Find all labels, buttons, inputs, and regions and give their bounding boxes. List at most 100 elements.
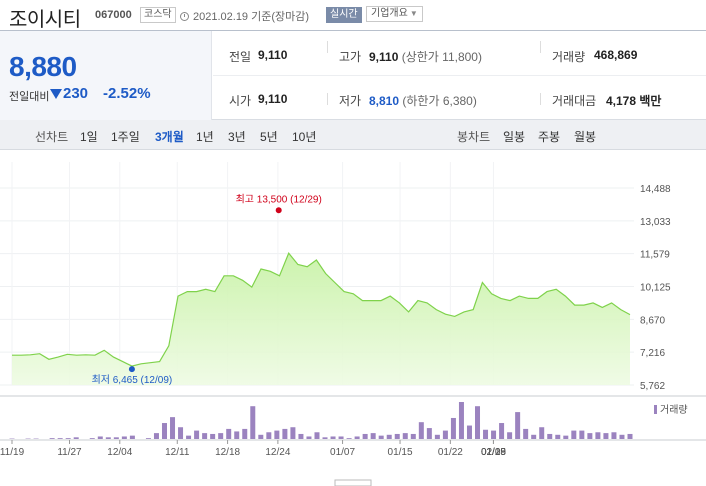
amount-label: 거래대금 <box>552 94 597 108</box>
volume-bar <box>250 406 256 439</box>
price-line <box>12 252 631 367</box>
y-tick-label: 5,762 <box>640 381 665 392</box>
chevron-down-icon: ▼ <box>409 9 418 18</box>
divider <box>327 93 328 105</box>
volume-bar <box>547 433 553 439</box>
volume-bar <box>49 438 55 439</box>
x-tick-label: 02/18 <box>481 447 506 458</box>
period-1w[interactable]: 1주일 <box>111 130 140 144</box>
market-badge: 코스닥 <box>140 7 176 23</box>
volume-bar <box>450 417 456 439</box>
amount-value: 4,178 백만 <box>606 94 662 108</box>
low-label: 저가 <box>339 94 362 108</box>
x-tick-label: 12/18 <box>215 447 240 458</box>
x-tick-label: 12/11 <box>165 447 190 458</box>
candle-daily[interactable]: 일봉 <box>503 130 526 144</box>
volume-bar <box>105 437 111 439</box>
volume-bar <box>218 433 224 439</box>
max-annotation: 최고 13,500 (12/29) <box>236 193 322 205</box>
volume-bar <box>402 433 408 439</box>
volume-bar <box>210 433 216 439</box>
y-tick-label: 8,670 <box>640 315 665 326</box>
change-percent: -2.52% <box>103 85 151 102</box>
price-box: 8,880 전일대비 230 -2.52% <box>0 31 212 120</box>
volume-bar <box>475 406 481 439</box>
scroll-handle <box>334 479 372 486</box>
volume-bar <box>362 433 368 439</box>
volume-bar <box>386 434 392 439</box>
y-tick-label: 10,125 <box>640 283 671 294</box>
volume-bar <box>603 433 609 439</box>
candle-chart-label: 봉차트 <box>457 130 491 144</box>
volume-bar <box>539 427 545 439</box>
volume-legend-label: 거래량 <box>660 404 688 416</box>
period-1d[interactable]: 1일 <box>80 130 98 144</box>
volume-bar <box>306 436 312 439</box>
volume-bar <box>627 433 633 439</box>
candle-weekly[interactable]: 주봉 <box>538 130 561 144</box>
volume-bar <box>73 437 79 439</box>
volume-bar <box>571 430 577 439</box>
volume-bar <box>555 434 561 439</box>
volume-bar <box>515 412 521 439</box>
volume-bar <box>531 434 537 439</box>
title-row: 조이시티 067000 코스닥 2021.02.19 기준(장마감) 실시간 기… <box>0 0 706 31</box>
divider <box>540 93 541 105</box>
realtime-badge[interactable]: 실시간 <box>326 7 362 23</box>
volume-bar <box>354 436 360 439</box>
period-3y[interactable]: 3년 <box>228 130 246 144</box>
candle-monthly[interactable]: 월봉 <box>574 130 597 144</box>
volume-bar <box>202 433 208 439</box>
upper-limit: (상한가 11,800) <box>401 50 482 64</box>
date-value: 2021.02.19 기준(장마감) <box>193 11 310 23</box>
volume-bar <box>370 433 376 439</box>
open-value: 9,110 <box>258 92 288 106</box>
stock-code: 067000 <box>95 9 132 21</box>
volume-bar <box>410 433 416 439</box>
prev-close-value: 9,110 <box>258 48 288 62</box>
volume-bar <box>57 438 63 439</box>
volume-bar <box>314 432 320 439</box>
period-bar: 선차트 1일 1주일 3개월 1년 3년 5년 10년 봉차트 일봉 주봉 월봉 <box>0 120 706 150</box>
volume-bar <box>186 435 192 439</box>
volume-bar <box>442 430 448 439</box>
change-value: 230 <box>63 85 89 102</box>
volume-label: 거래량 <box>552 50 586 64</box>
x-tick-label: 12/24 <box>265 447 290 458</box>
company-overview-button[interactable]: 기업개요 ▼ <box>366 6 423 22</box>
divider <box>327 41 328 53</box>
volume-bar <box>434 434 440 439</box>
company-overview-label: 기업개요 <box>371 8 408 19</box>
x-tick-label: 12/04 <box>107 447 132 458</box>
price-chart[interactable]: 14,488 13,033 11,579 10,125 8,670 7,216 5,762 1… <box>0 150 706 486</box>
max-marker <box>275 207 282 214</box>
divider <box>213 75 706 76</box>
volume-bar <box>234 431 240 439</box>
volume-bar <box>170 417 176 439</box>
volume-bar <box>378 435 384 439</box>
volume-bar <box>282 428 288 439</box>
volume-bar <box>290 427 296 439</box>
volume-bar <box>298 433 304 439</box>
min-marker <box>128 366 135 373</box>
volume-bar <box>226 428 232 439</box>
volume-bar <box>266 432 272 439</box>
volume-bar <box>338 436 344 439</box>
down-triangle-icon <box>50 89 62 99</box>
y-tick-label: 14,488 <box>640 184 671 195</box>
volume-bar <box>194 430 200 439</box>
open-label: 시가 <box>229 94 252 108</box>
x-tick-label: 01/29 <box>481 447 506 458</box>
period-10y[interactable]: 10년 <box>292 130 317 144</box>
x-tick-label: 01/22 <box>438 447 463 458</box>
date-text: 2021.02.19 기준(장마감) <box>180 8 309 24</box>
volume-bar <box>121 436 127 439</box>
volume-bar <box>619 434 625 439</box>
period-3m[interactable]: 3개월 <box>155 130 184 144</box>
volume-bar <box>587 433 593 439</box>
volume-bar <box>89 438 95 439</box>
period-5y[interactable]: 5년 <box>260 130 278 144</box>
y-tick-label: 7,216 <box>640 348 665 359</box>
volume-bar <box>579 430 585 439</box>
period-1y[interactable]: 1년 <box>196 130 214 144</box>
